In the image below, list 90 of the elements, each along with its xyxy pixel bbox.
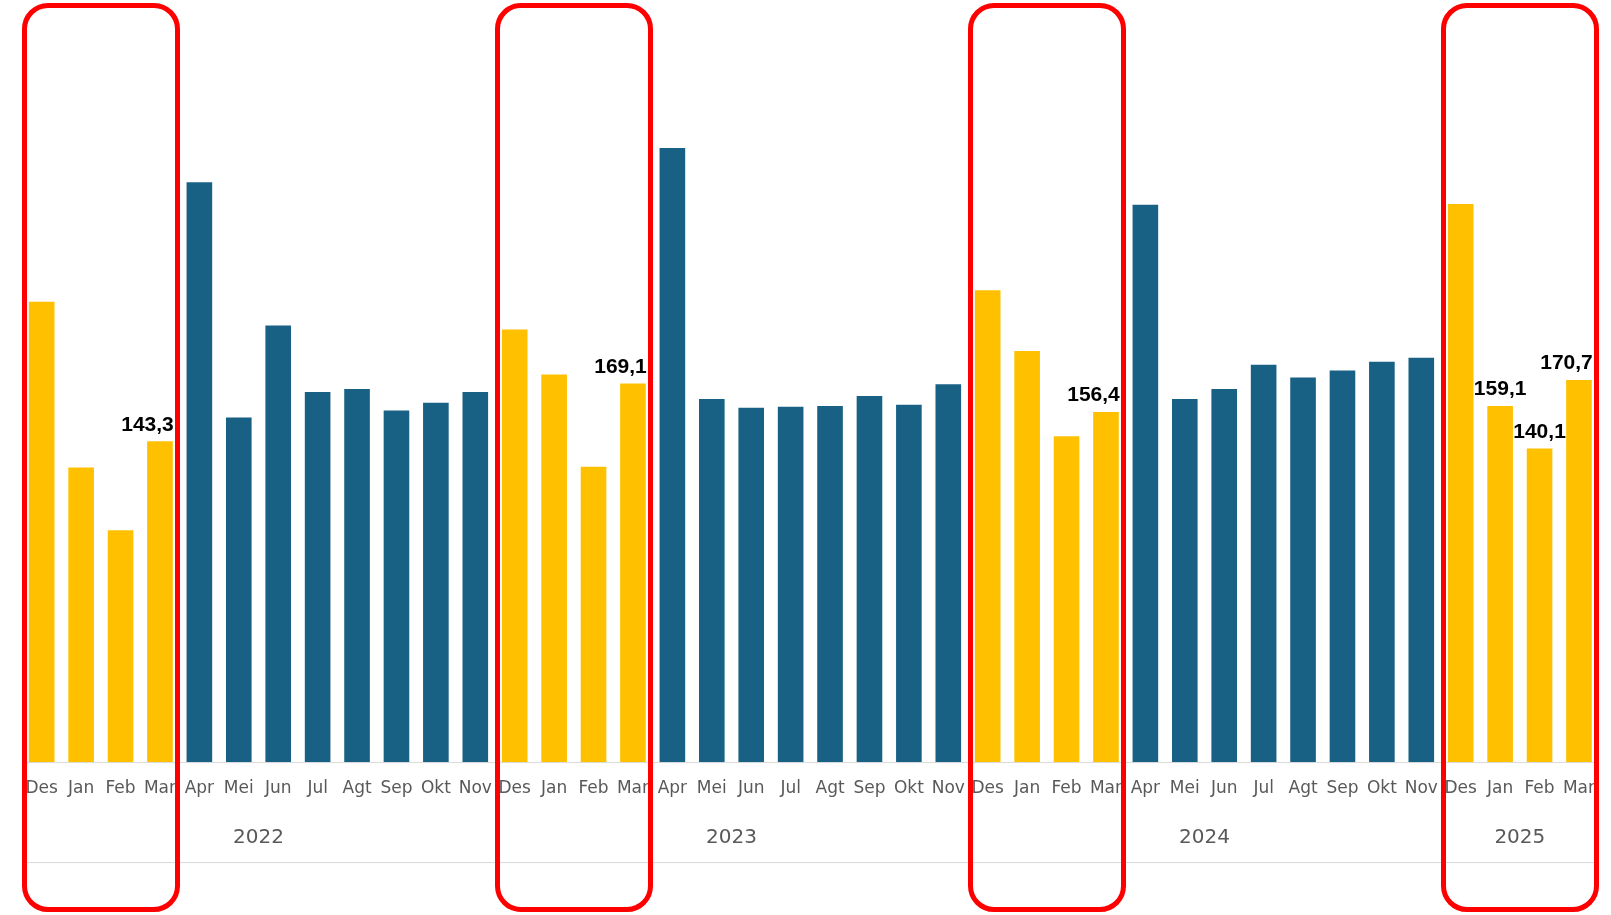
bar xyxy=(107,530,134,763)
bar xyxy=(1369,361,1395,763)
bar xyxy=(344,389,370,763)
x-tick-label: Mar xyxy=(1089,777,1123,798)
bar xyxy=(1566,379,1592,763)
bar xyxy=(265,325,292,763)
x-tick-label: Apr xyxy=(184,777,215,798)
data-label: 143,3 xyxy=(121,411,174,435)
bar xyxy=(896,404,922,763)
bar xyxy=(1171,398,1198,763)
bar xyxy=(698,398,725,763)
x-tick-label: Sep xyxy=(380,777,413,798)
x-tick-label: Jan xyxy=(67,777,95,798)
x-tick-label: Apr xyxy=(657,777,688,798)
x-tick-label: Jun xyxy=(736,777,765,798)
x-tick-label: Mar xyxy=(1562,777,1596,798)
x-tick-label: Jul xyxy=(779,777,801,798)
x-tick-label: Agt xyxy=(815,777,845,798)
bar xyxy=(1014,350,1040,763)
x-tick-label: Apr xyxy=(1130,777,1161,798)
bar xyxy=(935,384,962,763)
bar xyxy=(1526,448,1553,763)
bar xyxy=(974,290,1001,763)
x-tick-label: Feb xyxy=(105,777,136,798)
x-tick-label: Jun xyxy=(263,777,292,798)
data-label: 140,1 xyxy=(1513,418,1567,442)
x-tick-label: Agt xyxy=(1288,777,1318,798)
bar xyxy=(1447,203,1474,763)
data-label: 170,7 xyxy=(1540,350,1593,374)
text: 2023 xyxy=(706,823,757,848)
x-tick-label: Okt xyxy=(420,777,452,798)
bar xyxy=(186,182,213,763)
data-label: 169,1 xyxy=(594,353,648,377)
bar xyxy=(147,441,173,763)
x-tick-label: Mei xyxy=(223,777,254,798)
x-tick-label: Jan xyxy=(540,777,568,798)
data-label: 159,1 xyxy=(1473,376,1527,400)
bar xyxy=(68,467,94,763)
x-tick-label: Nov xyxy=(458,777,492,798)
bar xyxy=(1329,370,1356,763)
bar xyxy=(1250,364,1277,763)
bar xyxy=(423,402,449,763)
text: 2022 xyxy=(233,823,284,848)
x-tick-label: Des xyxy=(498,777,532,798)
x-tick-label: Jul xyxy=(1252,777,1274,798)
bar xyxy=(1053,436,1080,763)
bar xyxy=(856,396,883,763)
bar xyxy=(738,407,765,763)
bar xyxy=(1290,377,1316,763)
x-tick-label: Jun xyxy=(1209,777,1238,798)
x-tick-label: Mei xyxy=(1169,777,1200,798)
bar xyxy=(541,374,567,763)
x-tick-label: Des xyxy=(1444,777,1478,798)
text: 2025 xyxy=(1494,823,1546,848)
x-tick-label: Nov xyxy=(931,777,965,798)
bar xyxy=(659,148,686,763)
bar xyxy=(777,406,804,763)
bar xyxy=(620,383,646,763)
bar xyxy=(1408,357,1435,763)
x-tick-label: Agt xyxy=(342,777,372,798)
bar xyxy=(304,392,331,763)
bar xyxy=(1487,405,1513,763)
x-tick-label: Okt xyxy=(893,777,925,798)
bar xyxy=(580,466,607,763)
data-label: 156,4 xyxy=(1067,382,1121,406)
bar xyxy=(1132,204,1159,763)
bar xyxy=(225,417,252,763)
x-tick-label: Sep xyxy=(1326,777,1359,798)
bar xyxy=(383,410,410,763)
x-tick-label: Nov xyxy=(1404,777,1438,798)
x-tick-label: Feb xyxy=(1524,777,1555,798)
x-tick-label: Mar xyxy=(616,777,650,798)
bar xyxy=(501,329,528,763)
text: 2024 xyxy=(1179,823,1230,848)
x-tick-label: Des xyxy=(25,777,59,798)
x-tick-label: Sep xyxy=(853,777,886,798)
x-tick-label: Jan xyxy=(1486,777,1514,798)
x-tick-label: Des xyxy=(971,777,1005,798)
bar xyxy=(28,301,55,763)
bar xyxy=(462,392,489,763)
x-tick-label: Feb xyxy=(1051,777,1082,798)
bar xyxy=(1211,389,1238,763)
x-tick-label: Jan xyxy=(1013,777,1041,798)
x-tick-label: Jul xyxy=(306,777,328,798)
x-tick-label: Okt xyxy=(1366,777,1398,798)
x-tick-label: Feb xyxy=(578,777,609,798)
x-tick-label: Mei xyxy=(696,777,727,798)
bar xyxy=(817,405,843,763)
x-tick-label: Mar xyxy=(143,777,176,798)
bar xyxy=(1093,411,1119,763)
